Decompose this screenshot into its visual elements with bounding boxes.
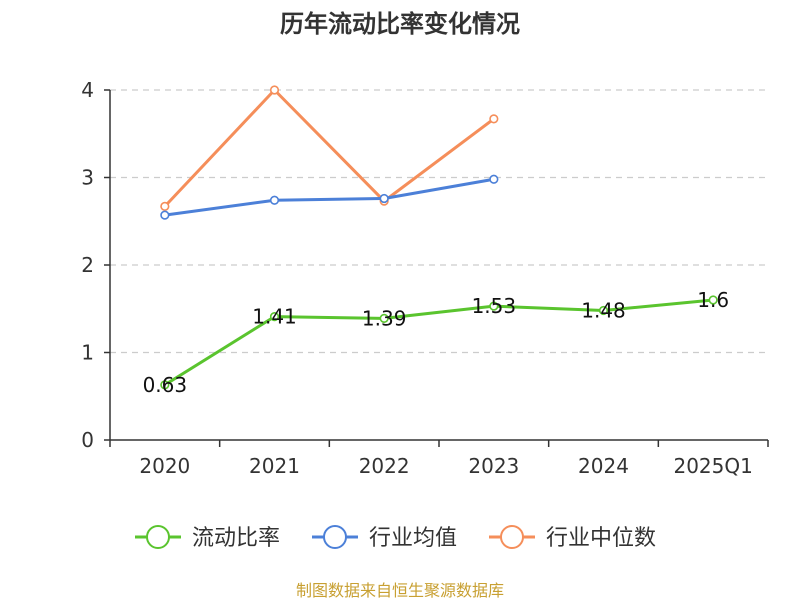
series-line-1	[164, 177, 495, 217]
data-label: 1.53	[472, 294, 517, 318]
data-point	[160, 210, 170, 220]
y-tick-label: 4	[81, 78, 94, 102]
source-footer: 制图数据来自恒生聚源数据库	[295, 581, 504, 600]
x-tick-label: 2022	[359, 454, 410, 478]
series-line-0	[164, 298, 714, 387]
axes: 0 1 2 3 4 2020 2021 2022 2023 2024 2025Q1	[81, 78, 769, 478]
y-tick-label: 1	[81, 341, 94, 365]
x-tick-label: 2021	[249, 454, 300, 478]
x-tick-label: 2024	[578, 454, 629, 478]
data-point	[489, 301, 499, 311]
x-tick-label: 2023	[468, 454, 519, 478]
data-point	[160, 201, 170, 211]
series	[160, 85, 718, 390]
legend-swatch-marker-0	[146, 525, 170, 549]
data-point	[489, 174, 499, 184]
x-tick-label: 2025Q1	[673, 454, 752, 478]
data-point	[269, 85, 280, 95]
data-labels: 0.63 1.41 1.39 1.53 1.48 1.6	[143, 288, 730, 397]
chart-title: 历年流动比率变化情况	[280, 10, 520, 38]
legend-label-2: 行业中位数	[546, 526, 656, 551]
data-label: 1.41	[252, 305, 297, 329]
data-label: 0.63	[143, 373, 188, 397]
data-point	[160, 380, 170, 390]
data-point	[379, 313, 389, 323]
x-tick-label: 2020	[139, 454, 190, 478]
y-tick-label: 2	[81, 253, 94, 277]
data-label: 1.6	[697, 288, 729, 312]
legend-swatch-marker-1	[323, 525, 347, 549]
legend-label-0: 流动比率	[192, 526, 280, 551]
legend-swatch-marker-2	[500, 525, 524, 549]
data-point	[269, 195, 280, 205]
y-tick-label: 0	[81, 428, 94, 452]
data-point	[708, 295, 718, 305]
legend: 流动比率 行业均值 行业中位数	[135, 525, 656, 551]
data-point	[598, 305, 609, 316]
data-label: 1.48	[581, 299, 626, 323]
data-point	[379, 193, 389, 204]
legend-label-1: 行业均值	[369, 526, 457, 551]
series-line-2	[163, 88, 495, 208]
y-tick-label: 3	[81, 166, 94, 190]
data-point	[489, 114, 499, 124]
data-point	[269, 312, 280, 322]
data-label: 1.39	[362, 306, 407, 330]
